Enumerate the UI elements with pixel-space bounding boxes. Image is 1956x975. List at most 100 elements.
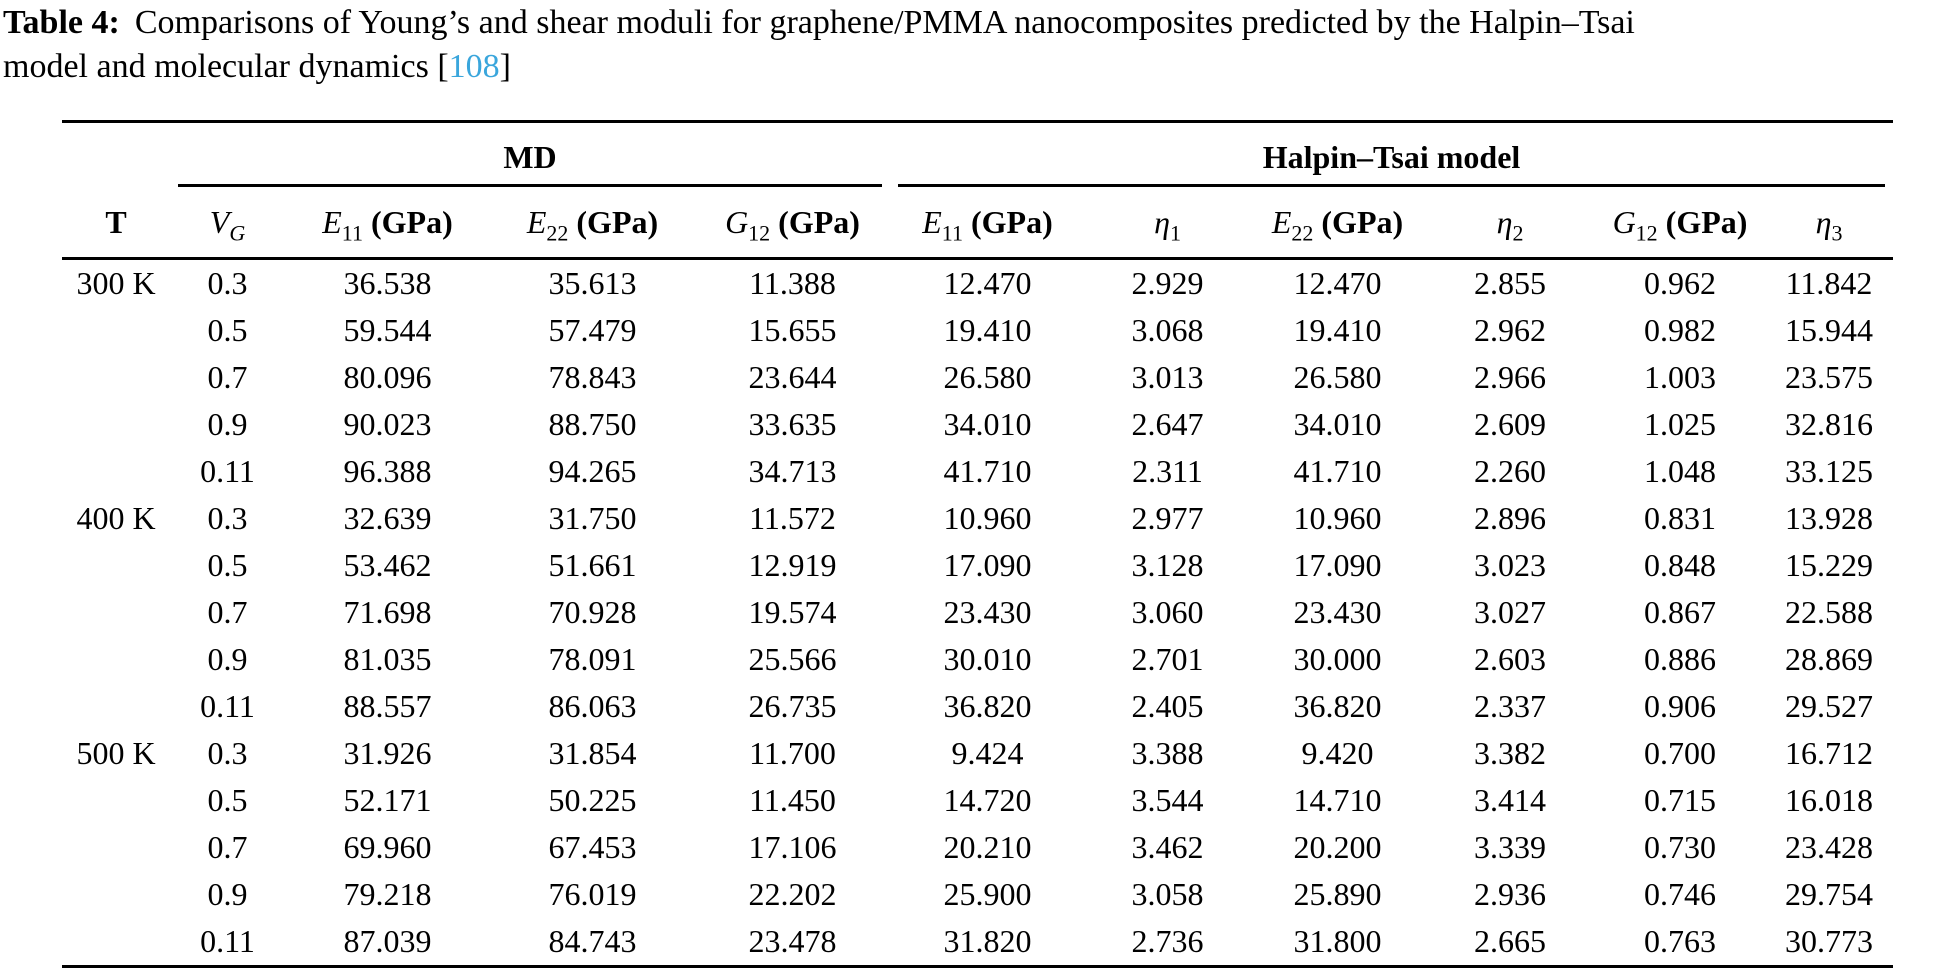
value-cell: 16.712 (1785, 735, 1873, 771)
value-cell: 19.574 (748, 594, 837, 630)
value-cell: 51.661 (548, 547, 637, 583)
column-header-E22-ht: E22 (GPa) (1250, 187, 1425, 260)
value-cell: 0.7 (207, 359, 248, 395)
value-cell: 2.260 (1474, 453, 1546, 489)
value-cell: 31.820 (943, 923, 1032, 959)
value-cell: 19.410 (1293, 312, 1382, 348)
value-cell: 26.580 (943, 359, 1032, 395)
value-cell: 69.960 (343, 829, 432, 865)
value-cell: 3.382 (1474, 735, 1546, 771)
value-cell: 76.019 (548, 876, 637, 912)
value-cell: 20.200 (1293, 829, 1382, 865)
value-cell: 3.060 (1131, 594, 1204, 630)
value-cell: 2.405 (1131, 688, 1204, 724)
value-cell: 0.3 (207, 735, 248, 771)
value-cell: 28.869 (1785, 641, 1873, 677)
value-cell: 2.337 (1474, 688, 1546, 724)
column-header-E11-md: E11 (GPa) (285, 187, 490, 260)
value-cell: 96.388 (343, 453, 432, 489)
value-cell: 0.730 (1644, 829, 1716, 865)
value-cell: 36.820 (943, 688, 1032, 724)
value-cell: 0.848 (1644, 547, 1716, 583)
value-cell: 33.125 (1785, 453, 1873, 489)
temperature-cell (62, 354, 170, 401)
value-cell: 0.9 (207, 406, 248, 442)
temperature-cell (62, 824, 170, 871)
value-cell: 0.715 (1644, 782, 1716, 818)
value-cell: 3.023 (1474, 547, 1546, 583)
value-cell: 29.527 (1785, 688, 1873, 724)
halpin-tsai-group-underline: Halpin–Tsai model (898, 139, 1885, 187)
value-cell: 11.700 (749, 735, 836, 771)
value-cell: 0.763 (1644, 923, 1716, 959)
value-cell: 2.966 (1474, 359, 1546, 395)
citation-bracket-open: [ (437, 48, 449, 85)
value-cell: 11.450 (749, 782, 836, 818)
value-cell: 2.896 (1474, 500, 1546, 536)
value-cell: 14.710 (1293, 782, 1382, 818)
value-cell: 23.430 (1293, 594, 1382, 630)
value-cell: 23.428 (1785, 829, 1873, 865)
md-group-label: MD (503, 139, 557, 175)
value-cell: 15.229 (1785, 547, 1873, 583)
value-cell: 26.580 (1293, 359, 1382, 395)
value-cell: 25.900 (943, 876, 1032, 912)
value-cell: 0.867 (1644, 594, 1716, 630)
table-caption-label: Table 4: (3, 4, 120, 41)
temperature-cell (62, 307, 170, 354)
group-header-row: MD Halpin–Tsai model (62, 122, 1893, 187)
value-cell: 13.928 (1785, 500, 1873, 536)
value-cell: 50.225 (548, 782, 637, 818)
value-cell: 2.603 (1474, 641, 1546, 677)
temperature-cell: 400 K (76, 500, 156, 536)
table-row: 0.7 69.960 67.453 17.106 20.210 3.462 20.200 3.… (62, 824, 1893, 871)
value-cell: 23.478 (748, 923, 837, 959)
value-cell: 0.906 (1644, 688, 1716, 724)
value-cell: 3.544 (1131, 782, 1204, 818)
value-cell: 16.018 (1785, 782, 1873, 818)
value-cell: 70.928 (548, 594, 637, 630)
column-header-E11-ht: E11 (GPa) (890, 187, 1085, 260)
value-cell: 32.639 (343, 500, 432, 536)
value-cell: 94.265 (548, 453, 637, 489)
temperature-cell: 500 K (76, 735, 156, 771)
value-cell: 10.960 (943, 500, 1032, 536)
value-cell: 9.424 (951, 735, 1024, 771)
value-cell: 0.746 (1644, 876, 1716, 912)
value-cell: 0.3 (207, 500, 248, 536)
table-row: 0.5 52.171 50.225 11.450 14.720 3.544 14.710 3.… (62, 777, 1893, 824)
value-cell: 0.3 (207, 265, 248, 301)
value-cell: 1.003 (1644, 359, 1716, 395)
value-cell: 0.7 (207, 594, 248, 630)
table-row: 400 K 0.3 32.639 31.750 11.572 10.960 2.977 10.… (62, 495, 1893, 542)
group-header-halpin-tsai: Halpin–Tsai model (890, 122, 1893, 187)
value-cell: 3.013 (1131, 359, 1204, 395)
value-cell: 2.665 (1474, 923, 1546, 959)
value-cell: 0.886 (1644, 641, 1716, 677)
temperature-cell (62, 401, 170, 448)
table-caption: Table 4: Comparisons of Young’s and shear… (3, 1, 1954, 89)
temperature-cell (62, 871, 170, 918)
temperature-cell (62, 589, 170, 636)
value-cell: 41.710 (1293, 453, 1382, 489)
value-cell: 23.430 (943, 594, 1032, 630)
column-header-eta2: η2 (1425, 187, 1595, 260)
value-cell: 11.388 (749, 265, 836, 301)
table-row: 0.11 87.039 84.743 23.478 31.820 2.736 31.800 2… (62, 918, 1893, 967)
value-cell: 2.962 (1474, 312, 1546, 348)
value-cell: 33.635 (748, 406, 837, 442)
value-cell: 25.890 (1293, 876, 1382, 912)
value-cell: 2.929 (1131, 265, 1204, 301)
column-header-E22-md: E22 (GPa) (490, 187, 695, 260)
value-cell: 1.048 (1644, 453, 1716, 489)
value-cell: 81.035 (343, 641, 432, 677)
value-cell: 3.128 (1131, 547, 1204, 583)
table-row: 0.9 81.035 78.091 25.566 30.010 2.701 30.000 2.… (62, 636, 1893, 683)
table-caption-line1: Comparisons of Young’s and shear moduli … (134, 4, 1635, 41)
temperature-cell: 300 K (76, 265, 156, 301)
citation-link-108[interactable]: 108 (448, 48, 500, 85)
value-cell: 87.039 (343, 923, 432, 959)
value-cell: 29.754 (1785, 876, 1873, 912)
temperature-cell (62, 542, 170, 589)
value-cell: 78.091 (548, 641, 637, 677)
